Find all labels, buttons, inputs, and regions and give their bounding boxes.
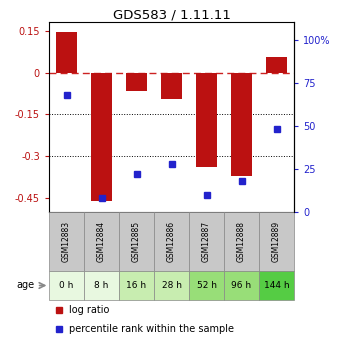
Bar xyxy=(49,212,84,271)
Bar xyxy=(196,72,217,167)
Text: GSM12887: GSM12887 xyxy=(202,221,211,262)
Bar xyxy=(224,212,259,271)
Bar xyxy=(154,212,189,271)
Text: GSM12884: GSM12884 xyxy=(97,221,106,262)
Bar xyxy=(91,72,112,201)
Text: GSM12886: GSM12886 xyxy=(167,221,176,262)
Text: 52 h: 52 h xyxy=(196,281,217,290)
Text: percentile rank within the sample: percentile rank within the sample xyxy=(69,324,234,334)
Text: log ratio: log ratio xyxy=(69,305,109,315)
Bar xyxy=(259,271,294,300)
Text: 144 h: 144 h xyxy=(264,281,289,290)
Text: 8 h: 8 h xyxy=(94,281,109,290)
Text: 96 h: 96 h xyxy=(232,281,251,290)
Text: GSM12883: GSM12883 xyxy=(62,221,71,262)
Bar xyxy=(119,271,154,300)
Text: GSM12888: GSM12888 xyxy=(237,221,246,262)
Bar xyxy=(231,72,252,176)
Bar xyxy=(161,72,182,99)
Text: GSM12885: GSM12885 xyxy=(132,221,141,262)
Bar xyxy=(259,212,294,271)
Text: GSM12889: GSM12889 xyxy=(272,221,281,262)
Bar xyxy=(154,271,189,300)
Bar xyxy=(189,212,224,271)
Text: age: age xyxy=(16,280,34,290)
Bar xyxy=(126,72,147,91)
Bar xyxy=(189,271,224,300)
Bar xyxy=(84,271,119,300)
Bar xyxy=(266,57,287,72)
Text: 28 h: 28 h xyxy=(162,281,182,290)
Bar xyxy=(84,212,119,271)
Bar xyxy=(49,271,84,300)
Bar xyxy=(56,32,77,72)
Text: 0 h: 0 h xyxy=(59,281,74,290)
Bar xyxy=(119,212,154,271)
Bar xyxy=(224,271,259,300)
Text: 16 h: 16 h xyxy=(126,281,147,290)
Title: GDS583 / 1.11.11: GDS583 / 1.11.11 xyxy=(113,8,231,21)
